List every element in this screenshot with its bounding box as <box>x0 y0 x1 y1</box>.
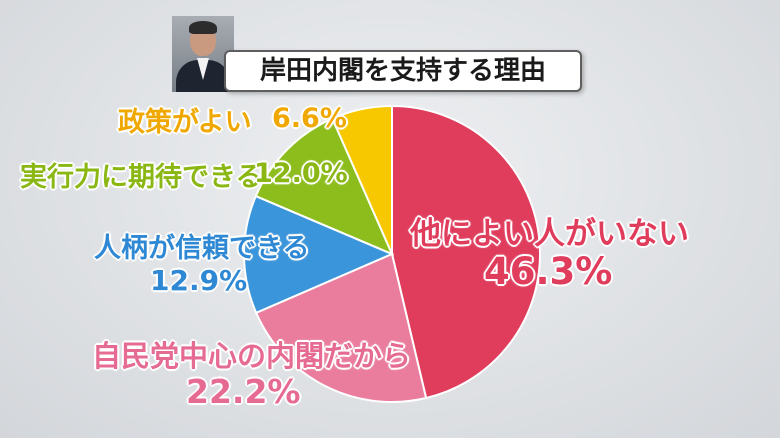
slice-label-jikkou: 実行力に期待できる <box>20 162 263 193</box>
slice-label-hitogara: 人柄が信頼できる <box>94 233 310 264</box>
slice-label-hoka: 他によい人がいない <box>410 216 689 252</box>
pie-slice-jikkou <box>254 117 394 256</box>
slice-value-hoka: 46.3% <box>484 250 613 293</box>
title-box: 岸田内閣を支持する理由 <box>224 50 582 92</box>
slice-value-jimin: 22.2% <box>186 372 301 411</box>
pie-slice-hitogara <box>243 194 395 315</box>
slice-value-hitogara: 12.9% <box>150 264 248 297</box>
slice-value-jikkou: 12.0% <box>254 158 348 189</box>
slice-label-seisaku: 政策がよい <box>118 107 252 138</box>
pie-slice-hoka <box>391 104 541 400</box>
slice-value-seisaku: 6.6% <box>272 103 347 134</box>
chart-title: 岸田内閣を支持する理由 <box>259 56 546 86</box>
pie-slice-seisaku <box>331 104 393 255</box>
pie-slice-jimin <box>254 252 428 403</box>
person-portrait <box>172 16 234 92</box>
slice-label-jimin: 自民党中心の内閣だから <box>92 339 412 373</box>
